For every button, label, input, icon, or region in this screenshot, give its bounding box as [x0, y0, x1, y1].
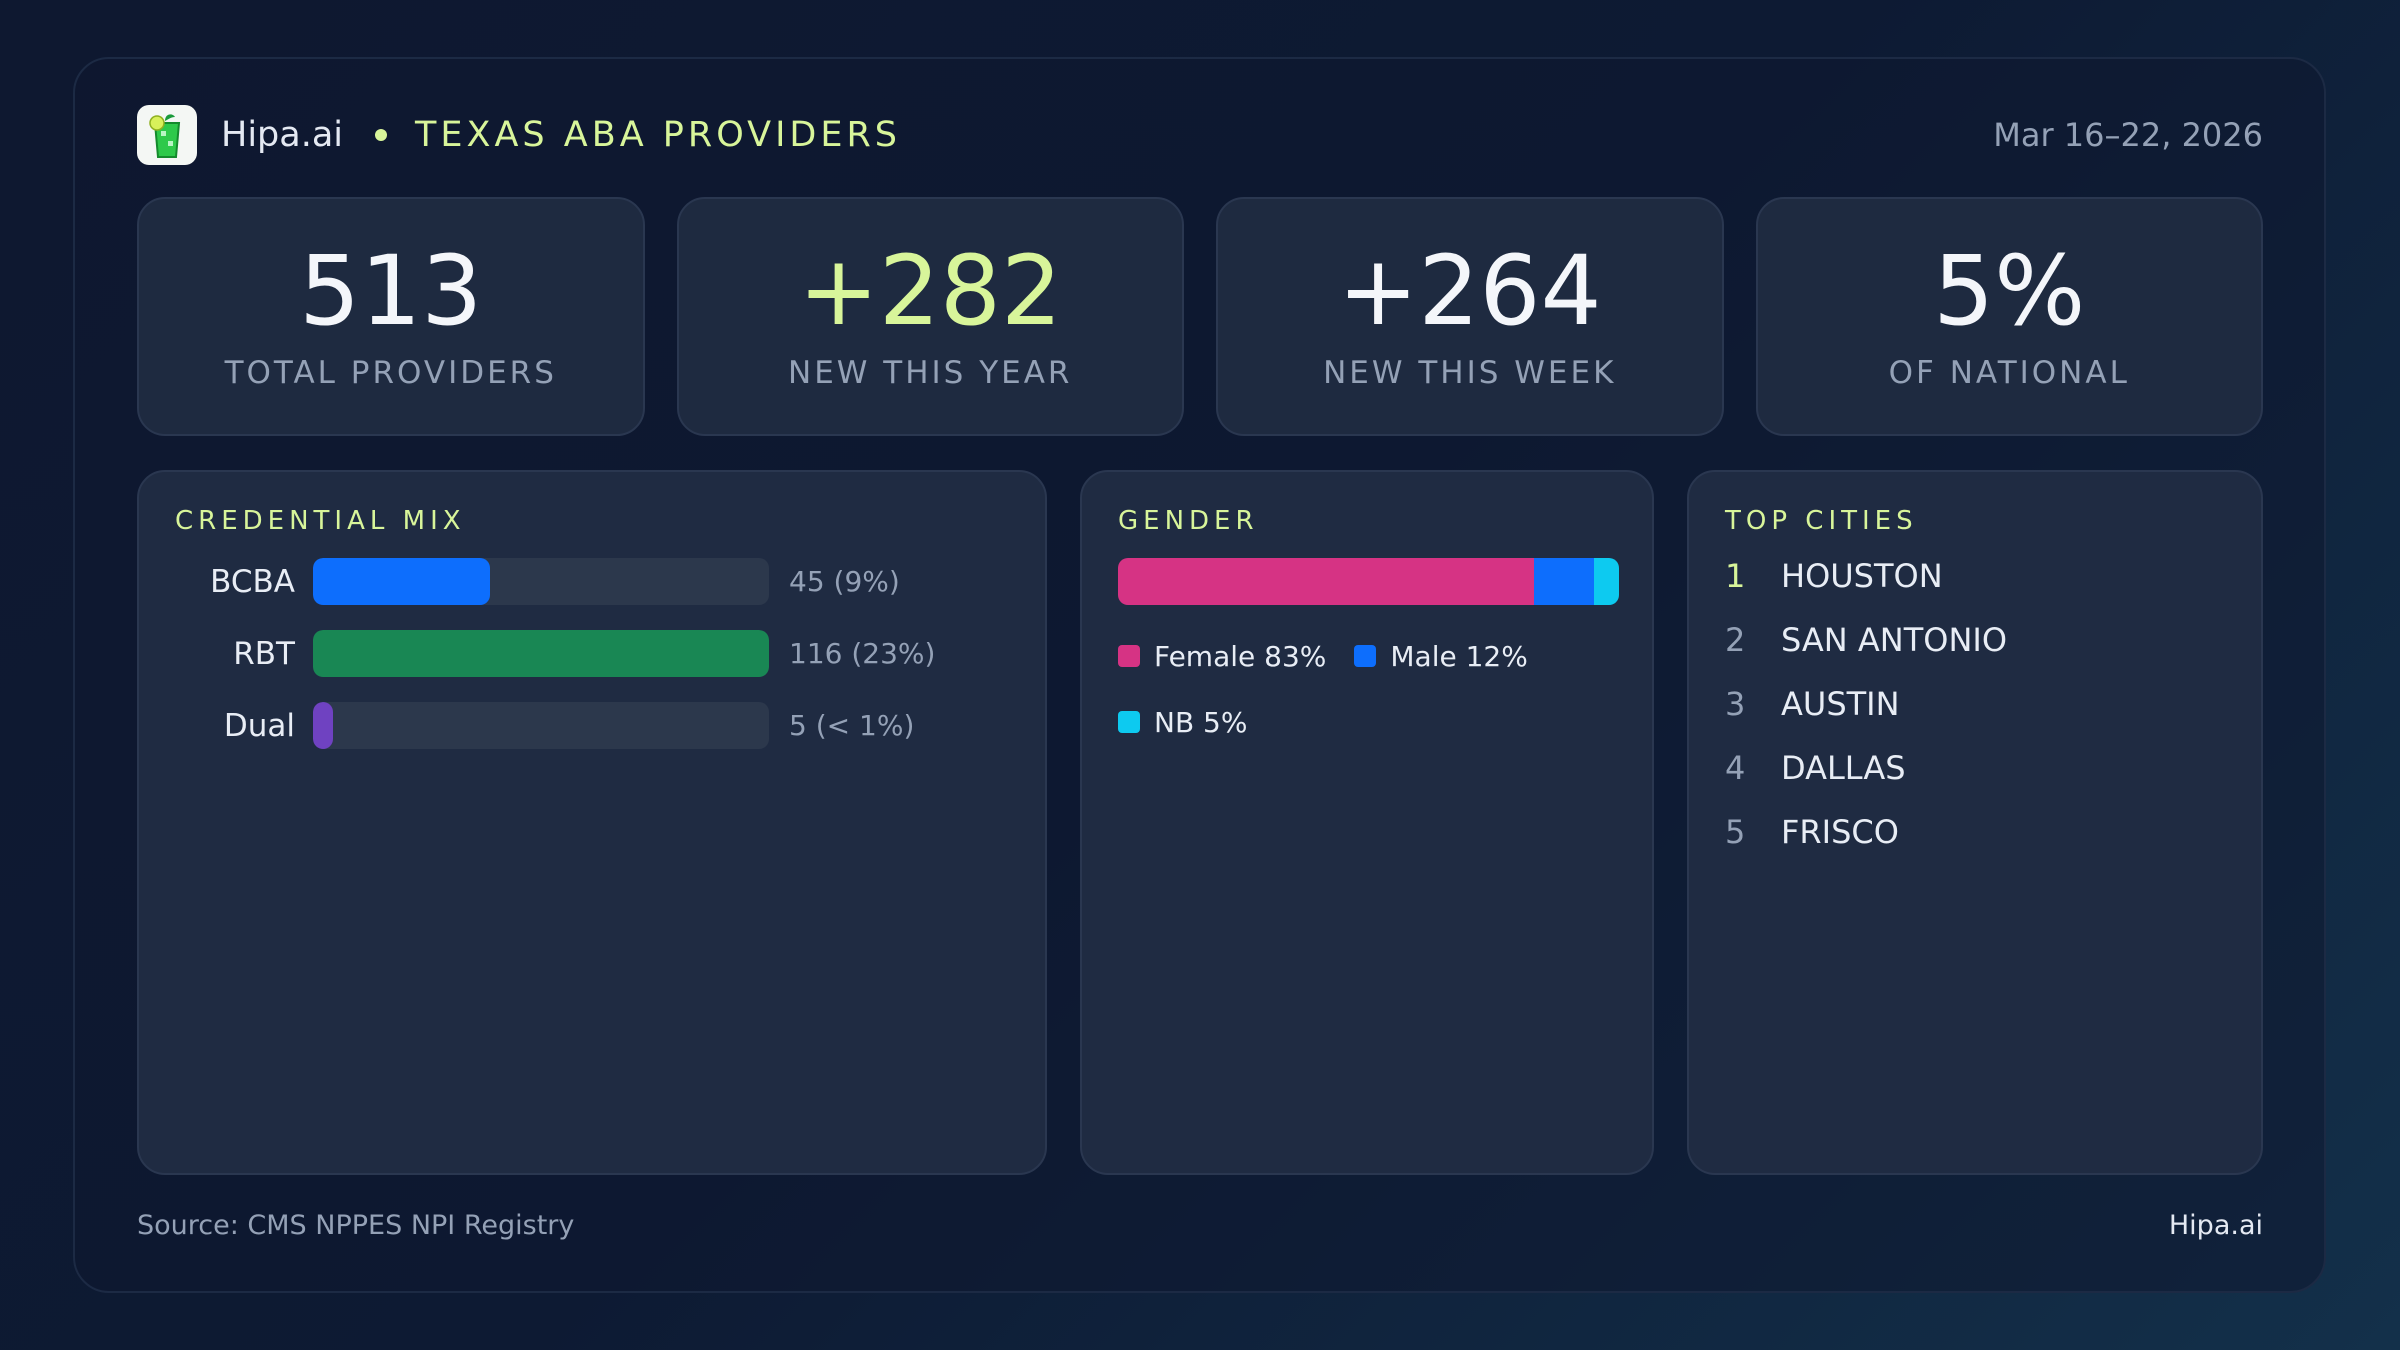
credential-value: 45 (9%)	[789, 565, 900, 598]
bar-track	[313, 702, 769, 749]
gender-segment	[1593, 558, 1619, 605]
gender-panel: GENDER Female 83% Male 12% NB 5%	[1080, 470, 1654, 1175]
gender-stacked-bar	[1118, 558, 1619, 605]
kpi-card-of-national: 5% OF NATIONAL	[1755, 197, 2263, 436]
top-cities-panel: TOP CITIES 1 HOUSTON 2 SAN ANTONIO 3 AUSTIN 4 D…	[1687, 470, 2263, 1175]
city-list-item: 5 FRISCO	[1725, 800, 2225, 864]
bar-fill	[313, 630, 769, 677]
panel-title: GENDER	[1118, 506, 1259, 536]
city-rank: 1	[1725, 557, 1746, 595]
header: Hipa.ai TEXAS ABA PROVIDERS Mar 16–22, 2…	[137, 105, 2263, 165]
kpi-label: NEW THIS WEEK	[1323, 354, 1617, 391]
panel-title: CREDENTIAL MIX	[175, 506, 466, 536]
panel-title: TOP CITIES	[1725, 506, 1918, 536]
legend-item: Male 12%	[1354, 623, 1528, 689]
legend-label: Male 12%	[1390, 639, 1528, 673]
footer-brand: Hipa.ai	[2168, 1210, 2263, 1241]
bar-track	[313, 630, 769, 677]
kpi-card-new-this-year: +282 NEW THIS YEAR	[676, 197, 1184, 436]
kpi-row: 513 TOTAL PROVIDERS +282 NEW THIS YEAR +26…	[137, 197, 2263, 436]
bar-track	[313, 558, 769, 605]
credential-mix-panel: CREDENTIAL MIX BCBA 45 (9%) RBT 116 (23%) Du…	[137, 470, 1047, 1175]
source-note: Source: CMS NPPES NPI Registry	[137, 1210, 575, 1241]
count-text: 5	[789, 709, 807, 742]
date-range: Mar 16–22, 2026	[1993, 116, 2263, 154]
percent-text: (23%)	[851, 637, 936, 670]
credential-value: 5 (< 1%)	[789, 709, 914, 742]
kpi-card-new-this-week: +264 NEW THIS WEEK	[1216, 197, 1724, 436]
percent-text: (9%)	[833, 565, 900, 598]
kpi-value: +264	[1337, 234, 1602, 347]
gender-segment	[1118, 558, 1534, 605]
gender-legend: Female 83% Male 12% NB 5%	[1118, 623, 1619, 755]
city-list-item: 4 DALLAS	[1725, 736, 2225, 800]
city-list-item: 3 AUSTIN	[1725, 672, 2225, 736]
percent-text: (< 1%)	[815, 709, 915, 742]
credential-label: BCBA	[210, 563, 295, 600]
city-rank: 5	[1725, 813, 1746, 851]
credential-value: 116 (23%)	[789, 637, 935, 670]
bar-fill	[313, 558, 490, 605]
credential-row: Dual 5 (< 1%)	[175, 702, 1009, 749]
kpi-value: +282	[798, 234, 1063, 347]
city-rank: 3	[1725, 685, 1746, 723]
page-title: TEXAS ABA PROVIDERS	[415, 115, 902, 155]
kpi-card-total-providers: 513 TOTAL PROVIDERS	[137, 197, 645, 436]
kpi-value: 5%	[1933, 234, 2086, 347]
credential-row: RBT 116 (23%)	[175, 630, 1009, 677]
legend-label: Female 83%	[1154, 639, 1327, 673]
city-name: FRISCO	[1781, 813, 1899, 851]
kpi-label: TOTAL PROVIDERS	[224, 354, 557, 391]
kpi-label: OF NATIONAL	[1888, 354, 2130, 391]
count-text: 45	[789, 565, 825, 598]
mojito-glass-icon	[137, 105, 197, 165]
legend-swatch	[1118, 711, 1140, 733]
city-rank: 2	[1725, 621, 1746, 659]
brand-name: Hipa.ai	[221, 115, 344, 155]
legend-swatch	[1118, 645, 1140, 667]
count-text: 116	[789, 637, 843, 670]
city-name: AUSTIN	[1781, 685, 1900, 723]
legend-item: Female 83%	[1118, 623, 1326, 689]
city-list-item: 1 HOUSTON	[1725, 544, 2225, 608]
bar-fill	[313, 702, 333, 749]
legend-item: NB 5%	[1118, 689, 1247, 755]
footer: Source: CMS NPPES NPI Registry Hipa.ai	[137, 1210, 2263, 1241]
separator-dot	[375, 129, 388, 141]
legend-label: NB 5%	[1154, 705, 1248, 739]
credential-label: RBT	[233, 635, 295, 672]
legend-swatch	[1354, 645, 1377, 667]
city-name: DALLAS	[1781, 749, 1906, 787]
city-list-item: 2 SAN ANTONIO	[1725, 608, 2225, 672]
city-name: SAN ANTONIO	[1781, 621, 2008, 659]
credential-label: Dual	[223, 707, 295, 744]
kpi-label: NEW THIS YEAR	[788, 354, 1073, 391]
city-name: HOUSTON	[1781, 557, 1943, 595]
gender-segment	[1533, 558, 1594, 605]
kpi-value: 513	[299, 234, 483, 347]
credential-row: BCBA 45 (9%)	[175, 558, 1009, 605]
city-rank: 4	[1725, 749, 1746, 787]
